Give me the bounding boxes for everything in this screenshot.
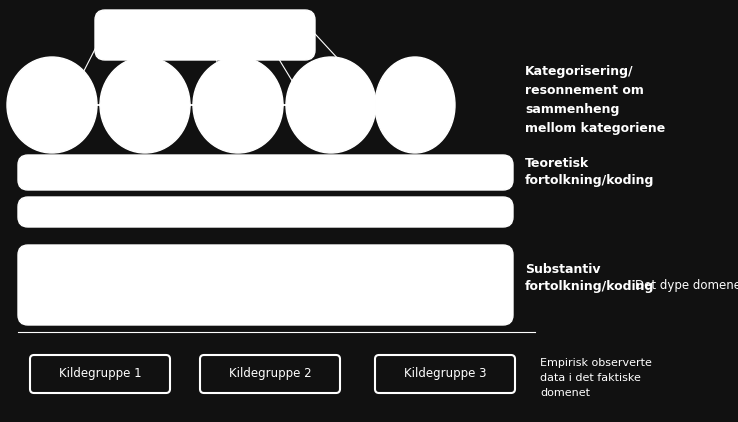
Text: Kildegruppe 3: Kildegruppe 3 xyxy=(404,368,486,381)
FancyBboxPatch shape xyxy=(375,355,515,393)
Ellipse shape xyxy=(193,57,283,153)
Text: Kildegruppe 1: Kildegruppe 1 xyxy=(59,368,141,381)
Text: Substantiv
fortolkning/koding: Substantiv fortolkning/koding xyxy=(525,263,655,293)
Ellipse shape xyxy=(286,57,376,153)
FancyBboxPatch shape xyxy=(18,245,513,325)
Ellipse shape xyxy=(100,57,190,153)
FancyBboxPatch shape xyxy=(18,155,513,190)
Ellipse shape xyxy=(7,57,97,153)
Ellipse shape xyxy=(375,57,455,153)
Text: Kategorisering/
resonnement om
sammenheng
mellom kategoriene: Kategorisering/ resonnement om sammenhen… xyxy=(525,65,665,135)
Text: Empirisk observerte
data i det faktiske
domenet: Empirisk observerte data i det faktiske … xyxy=(540,358,652,398)
Text: Kildegruppe 2: Kildegruppe 2 xyxy=(229,368,311,381)
Text: Teoretisk
fortolkning/koding: Teoretisk fortolkning/koding xyxy=(525,157,655,187)
Text: Det dype domenet: Det dype domenet xyxy=(635,279,738,292)
FancyBboxPatch shape xyxy=(200,355,340,393)
FancyBboxPatch shape xyxy=(18,197,513,227)
FancyBboxPatch shape xyxy=(95,10,315,60)
FancyBboxPatch shape xyxy=(30,355,170,393)
